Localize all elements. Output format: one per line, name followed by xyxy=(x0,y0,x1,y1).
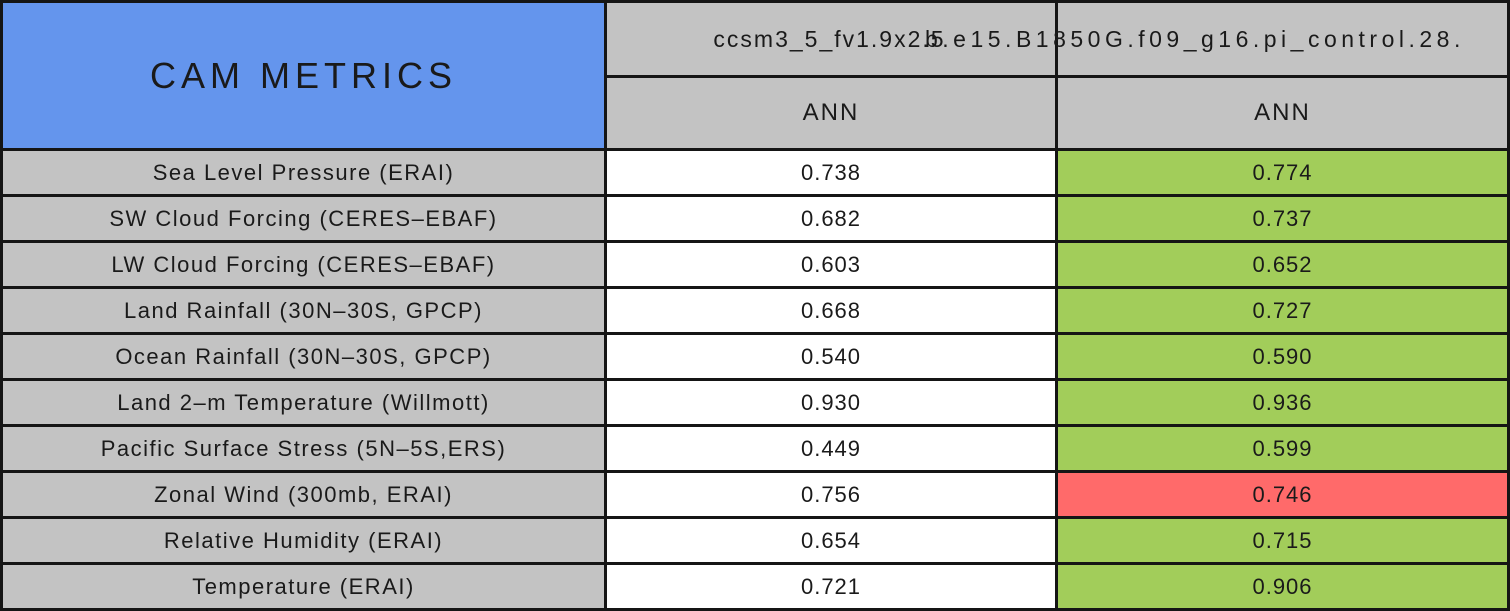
table-title: CAM METRICS xyxy=(3,3,604,148)
metric-value-cell: 0.449 xyxy=(607,427,1055,470)
metric-label-cell: Ocean Rainfall (30N–30S, GPCP) xyxy=(3,335,604,378)
metric-value-cell: 0.540 xyxy=(607,335,1055,378)
metric-value-cell: 0.906 xyxy=(1058,565,1507,608)
metric-value-cell: 0.738 xyxy=(607,151,1055,194)
metric-value-cell: 0.715 xyxy=(1058,519,1507,562)
metric-label-cell: Zonal Wind (300mb, ERAI) xyxy=(3,473,604,516)
model-header-cell xyxy=(607,3,1055,75)
metric-value-cell: 0.721 xyxy=(607,565,1055,608)
metric-value-cell: 0.936 xyxy=(1058,381,1507,424)
metric-value-cell: 0.603 xyxy=(607,243,1055,286)
metric-value-cell: 0.652 xyxy=(1058,243,1507,286)
metric-value-cell: 0.682 xyxy=(607,197,1055,240)
metric-value-cell: 0.756 xyxy=(607,473,1055,516)
metric-label-cell: Land Rainfall (30N–30S, GPCP) xyxy=(3,289,604,332)
model-header-cell xyxy=(1058,3,1507,75)
metric-label-cell: Land 2–m Temperature (Willmott) xyxy=(3,381,604,424)
season-header: ANN xyxy=(1058,78,1507,148)
metric-value-cell: 0.774 xyxy=(1058,151,1507,194)
metric-label-cell: Sea Level Pressure (ERAI) xyxy=(3,151,604,194)
season-header: ANN xyxy=(607,78,1055,148)
metric-value-cell: 0.930 xyxy=(607,381,1055,424)
metric-value-cell: 0.654 xyxy=(607,519,1055,562)
metric-label-cell: LW Cloud Forcing (CERES–EBAF) xyxy=(3,243,604,286)
metric-value-cell: 0.668 xyxy=(607,289,1055,332)
metric-value-cell: 0.746 xyxy=(1058,473,1507,516)
metric-label-cell: Relative Humidity (ERAI) xyxy=(3,519,604,562)
metric-value-cell: 0.590 xyxy=(1058,335,1507,378)
metric-value-cell: 0.737 xyxy=(1058,197,1507,240)
metric-label-cell: Pacific Surface Stress (5N–5S,ERS) xyxy=(3,427,604,470)
metric-label-cell: SW Cloud Forcing (CERES–EBAF) xyxy=(3,197,604,240)
metric-value-cell: 0.599 xyxy=(1058,427,1507,470)
metric-label-cell: Temperature (ERAI) xyxy=(3,565,604,608)
metric-value-cell: 0.727 xyxy=(1058,289,1507,332)
